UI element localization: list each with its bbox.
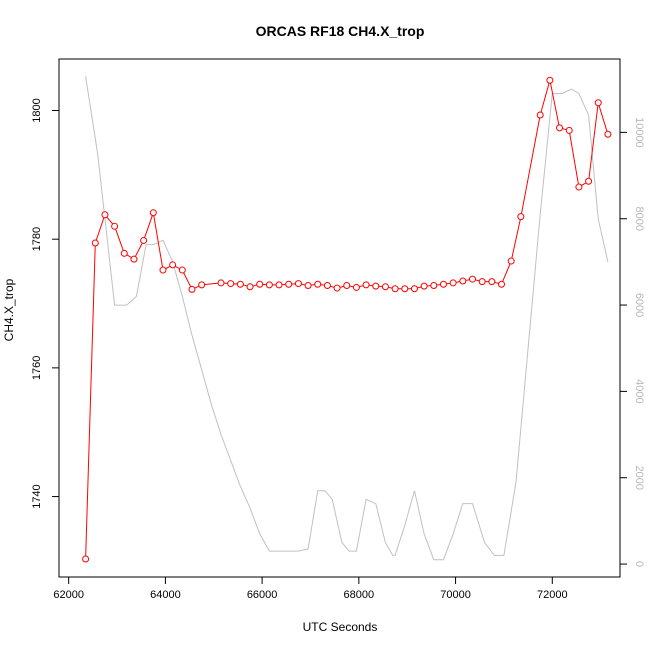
- data-point: [459, 277, 467, 285]
- y-tick-label: 1800: [31, 98, 43, 122]
- data-point: [140, 236, 148, 244]
- data-point: [275, 281, 283, 289]
- x-axis: 62000 64000 66000 68000 70000 72000: [53, 577, 568, 601]
- data-point: [101, 211, 109, 219]
- data-point: [410, 285, 418, 293]
- y2-tick-label: 4000: [633, 379, 645, 403]
- data-point: [111, 222, 119, 230]
- data-point: [198, 281, 206, 289]
- data-point: [178, 266, 186, 274]
- y-axis-right: 0 2000 4000 6000 8000 10000: [620, 117, 645, 567]
- data-point: [556, 124, 564, 132]
- y-tick-label: 1760: [31, 356, 43, 380]
- data-point: [149, 209, 157, 217]
- data-point: [120, 249, 128, 257]
- data-point: [498, 280, 506, 288]
- x-tick-label: 62000: [53, 589, 84, 601]
- data-point: [323, 282, 331, 290]
- x-tick-label: 64000: [150, 589, 181, 601]
- data-point: [536, 111, 544, 119]
- data-point: [507, 257, 515, 265]
- y-axis-label: CH4.X_trop: [2, 278, 16, 341]
- data-point: [91, 239, 99, 247]
- y2-tick-label: 10000: [633, 117, 645, 148]
- y-tick-label: 1740: [31, 484, 43, 508]
- data-point: [585, 177, 593, 185]
- data-point: [246, 283, 254, 291]
- data-point: [265, 281, 273, 289]
- data-point: [188, 285, 196, 293]
- data-point: [294, 280, 302, 288]
- x-tick-label: 72000: [537, 589, 568, 601]
- data-point: [517, 213, 525, 221]
- y2-tick-label: 6000: [633, 293, 645, 317]
- data-point: [285, 280, 293, 288]
- y-tick-label: 1780: [31, 227, 43, 251]
- data-point: [217, 279, 225, 287]
- plot-frame: [58, 58, 621, 578]
- data-point: [381, 283, 389, 291]
- data-point: [565, 126, 573, 134]
- data-point: [430, 282, 438, 290]
- x-tick-label: 68000: [344, 589, 375, 601]
- data-point: [594, 99, 602, 107]
- data-point: [333, 284, 341, 292]
- x-tick-label: 66000: [247, 589, 278, 601]
- data-point: [401, 285, 409, 293]
- data-point: [604, 130, 612, 138]
- data-point: [227, 280, 235, 288]
- data-point: [159, 266, 167, 274]
- y2-tick-label: 2000: [633, 465, 645, 489]
- x-axis-label: UTC Seconds: [303, 620, 378, 634]
- data-point: [236, 280, 244, 288]
- data-point: [82, 555, 90, 563]
- data-point: [130, 255, 138, 263]
- data-point: [304, 282, 312, 290]
- data-point: [488, 278, 496, 286]
- y-axis-left: 1740 1760 1780 1800: [31, 98, 59, 509]
- data-point: [352, 283, 360, 291]
- x-tick-label: 70000: [440, 589, 471, 601]
- series-layer: [82, 76, 612, 563]
- data-point: [420, 282, 428, 290]
- data-point: [478, 278, 486, 286]
- data-point: [362, 281, 370, 289]
- y2-tick-label: 8000: [633, 206, 645, 230]
- data-point: [314, 280, 322, 288]
- chart-title: ORCAS RF18 CH4.X_trop: [256, 23, 425, 39]
- secondary-series-line: [85, 76, 609, 561]
- data-point: [439, 280, 447, 288]
- data-point: [169, 261, 177, 269]
- data-point: [343, 282, 351, 290]
- data-point: [546, 76, 554, 84]
- data-point: [372, 282, 380, 290]
- data-point: [575, 183, 583, 191]
- data-point: [449, 279, 457, 287]
- data-point: [256, 280, 264, 288]
- data-point: [391, 285, 399, 293]
- y2-tick-label: 0: [633, 561, 645, 567]
- data-point: [468, 275, 476, 283]
